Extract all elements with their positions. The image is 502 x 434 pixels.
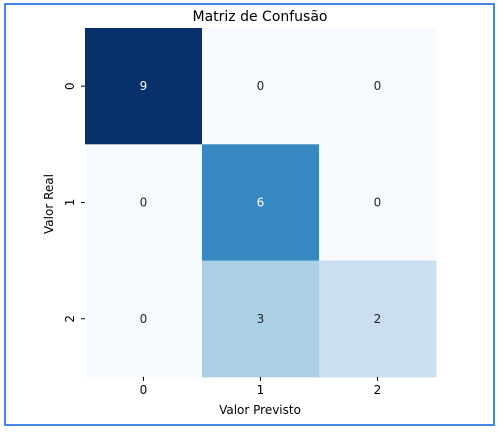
x-tick-label-0: 0 — [140, 383, 148, 397]
heatmap-cell-0-1 — [202, 28, 320, 145]
cell-value-label-2-2: 2 — [374, 312, 382, 326]
heatmap-cells: 9 0 0 0 6 0 0 3 2 — [85, 28, 437, 378]
axis-ticks: 0 1 2 0 1 2 — [63, 82, 381, 397]
cell-value-label-0-1: 0 — [257, 79, 265, 93]
heatmap-cell-2-0 — [85, 260, 203, 378]
y-axis-label: Valor Real — [42, 174, 56, 234]
cell-value-label-0-2: 0 — [374, 79, 382, 93]
cell-value-label-2-0: 0 — [140, 312, 148, 326]
y-tick-label-1: 1 — [63, 199, 77, 207]
cell-value-label-1-1: 6 — [257, 195, 265, 209]
cell-value-label-1-2: 0 — [374, 195, 382, 209]
x-tick-label-2: 2 — [374, 383, 382, 397]
cell-value-label-0-0: 9 — [140, 79, 148, 93]
chart-title: Matriz de Confusão — [193, 9, 328, 25]
cell-value-label-1-0: 0 — [140, 195, 148, 209]
heatmap-cell-0-2 — [319, 28, 437, 145]
heatmap-cell-0-0 — [85, 28, 203, 145]
heatmap-cell-2-1 — [202, 260, 320, 378]
y-tick-label-2: 2 — [63, 315, 77, 323]
x-tick-label-1: 1 — [257, 383, 265, 397]
y-tick-label-0: 0 — [63, 82, 77, 90]
heatmap-cell-1-2 — [319, 144, 437, 262]
x-axis-label: Valor Previsto — [219, 403, 301, 417]
heatmap-cell-1-0 — [85, 144, 203, 262]
cell-value-label-2-1: 3 — [257, 312, 265, 326]
heatmap-cell-1-1 — [202, 144, 320, 262]
heatmap-cell-2-2 — [319, 260, 437, 378]
